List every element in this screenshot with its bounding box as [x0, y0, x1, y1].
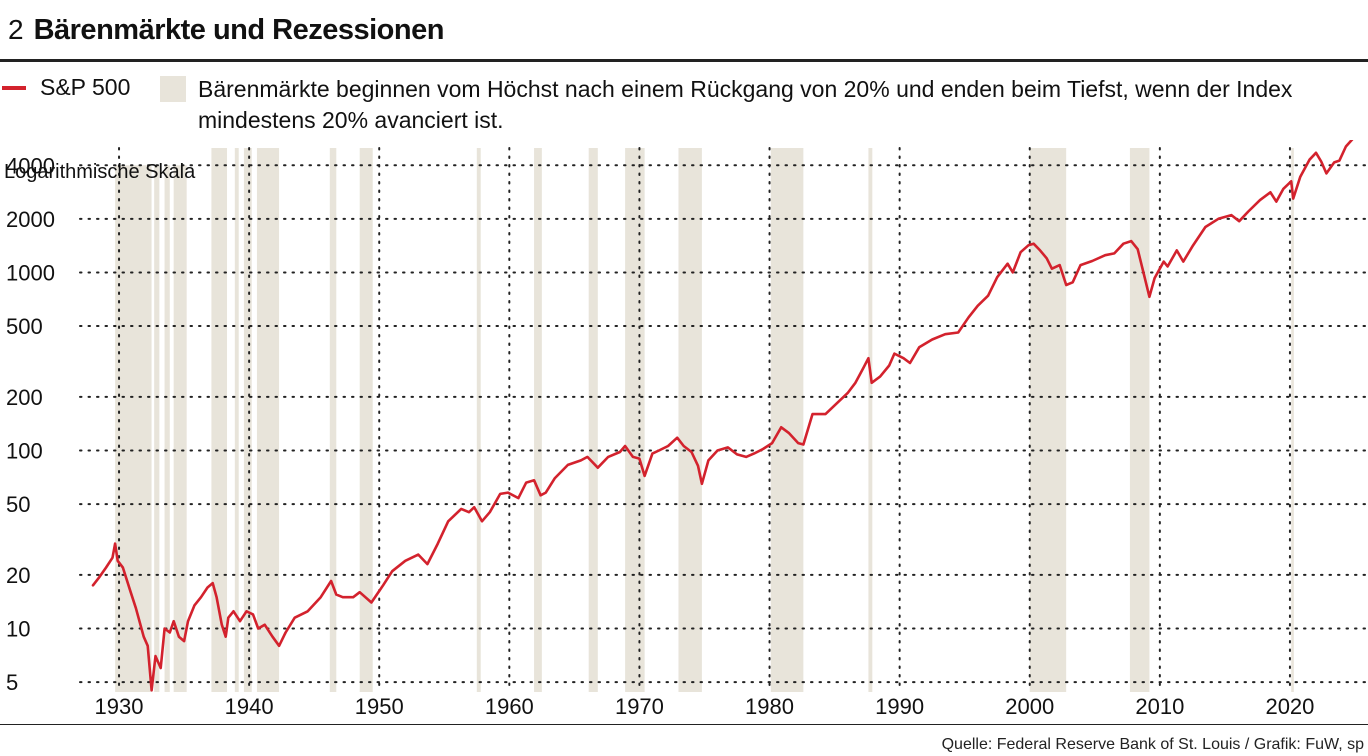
x-tick-labels: 1930 1940 1950 1960 1970 1980 1990 2000 2010 2020 — [95, 694, 1315, 719]
x-tick-1930: 1930 — [95, 694, 144, 719]
y-tick-2000: 2000 — [6, 207, 55, 232]
bear-market-period-0 — [115, 165, 152, 692]
bear-market-period-12 — [588, 148, 598, 692]
source-note: Quelle: Federal Reserve Bank of St. Loui… — [941, 736, 1364, 753]
y-tick-100: 100 — [6, 438, 43, 463]
bear-market-period-3 — [173, 165, 187, 692]
sp500-line-chart: Logarithmische Skala 5 10 20 50 100 200 500 100… — [4, 140, 1368, 719]
y-tick-5: 5 — [6, 670, 18, 695]
bear-market-period-19 — [1291, 148, 1294, 692]
bear-market-shading — [115, 148, 1294, 692]
y-tick-1000: 1000 — [6, 260, 55, 285]
x-tick-1940: 1940 — [225, 694, 274, 719]
y-axis-label: Logarithmische Skala — [4, 161, 196, 183]
chart-title: Bärenmärkte und Rezessionen — [33, 14, 445, 46]
bear-market-period-10 — [476, 148, 481, 692]
legend-line-label: S&P 500 — [40, 74, 131, 100]
bear-market-period-14 — [678, 148, 702, 692]
chart-header: 2 Bärenmärkte und Rezessionen — [8, 14, 444, 50]
x-tick-1950: 1950 — [355, 694, 404, 719]
x-tick-2010: 2010 — [1135, 694, 1184, 719]
legend-line-swatch — [2, 86, 26, 90]
legend-shade-label: Bärenmärkte beginnen vom Höchst nach ein… — [198, 76, 1293, 133]
bear-market-period-15 — [770, 148, 804, 692]
title-divider — [0, 59, 1368, 62]
bear-market-period-11 — [534, 148, 542, 692]
bear-market-period-18 — [1129, 148, 1150, 692]
x-tick-2000: 2000 — [1005, 694, 1054, 719]
bear-market-period-8 — [329, 148, 337, 692]
y-tick-4000: 4000 — [6, 153, 55, 178]
vertical-gridlines — [118, 147, 1291, 693]
x-tick-1970: 1970 — [615, 694, 664, 719]
y-tick-500: 500 — [6, 314, 43, 339]
x-tick-2020: 2020 — [1265, 694, 1314, 719]
bear-market-period-6 — [243, 148, 252, 692]
bear-market-period-13 — [625, 148, 645, 692]
x-tick-1980: 1980 — [745, 694, 794, 719]
bear-market-period-2 — [164, 165, 170, 692]
legend-shade-swatch — [160, 76, 186, 102]
x-tick-1990: 1990 — [875, 694, 924, 719]
y-tick-50: 50 — [6, 492, 30, 517]
bear-market-period-4 — [211, 148, 228, 692]
footer-divider — [0, 724, 1368, 725]
horizontal-gridlines — [79, 164, 1368, 684]
series-line-sp500 — [91, 140, 1354, 692]
bear-market-period-16 — [868, 148, 873, 692]
chart-number: 2 — [8, 14, 24, 45]
y-tick-200: 200 — [6, 385, 43, 410]
y-tick-10: 10 — [6, 617, 30, 642]
bear-market-period-7 — [256, 148, 280, 692]
bear-market-period-5 — [234, 148, 239, 692]
y-tick-20: 20 — [6, 563, 30, 588]
bear-market-period-1 — [154, 165, 160, 692]
bear-market-period-17 — [1029, 148, 1067, 692]
y-tick-labels: 5 10 20 50 100 200 500 1000 2000 4000 — [6, 153, 55, 695]
bear-market-period-9 — [359, 148, 373, 692]
x-tick-1960: 1960 — [485, 694, 534, 719]
